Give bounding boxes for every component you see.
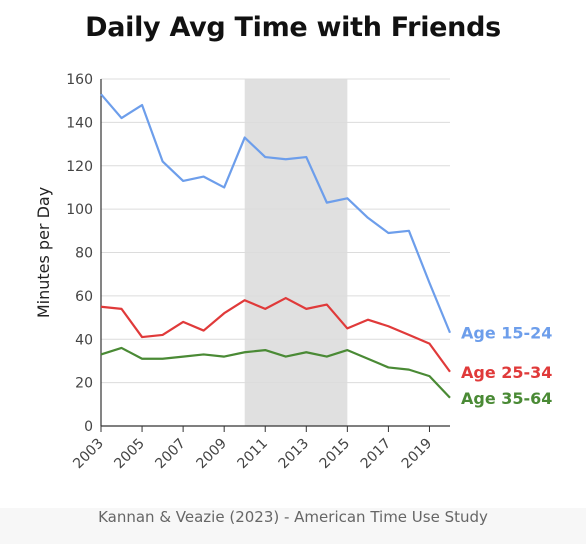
y-tick-label: 160 bbox=[66, 72, 93, 88]
y-tick-label: 80 bbox=[75, 246, 93, 262]
y-tick-label: 0 bbox=[84, 419, 93, 435]
x-tick-label: 2015 bbox=[317, 436, 354, 473]
x-tick-label: 2011 bbox=[235, 436, 272, 473]
x-tick-label: 2017 bbox=[358, 436, 395, 473]
x-tick-label: 2003 bbox=[70, 436, 107, 473]
chart-title: Daily Avg Time with Friends bbox=[85, 12, 501, 43]
y-tick-label: 120 bbox=[66, 159, 93, 175]
series-label: Age 35-64 bbox=[461, 389, 552, 408]
series-label: Age 25-34 bbox=[461, 363, 552, 382]
y-tick-label: 60 bbox=[75, 289, 93, 305]
series-label: Age 15-24 bbox=[461, 324, 552, 343]
series-line bbox=[100, 93, 452, 334]
x-tick-label: 2005 bbox=[111, 436, 148, 473]
x-tick-label: 2007 bbox=[152, 436, 189, 473]
x-tick-label: 2019 bbox=[399, 436, 436, 473]
y-tick-label: 20 bbox=[75, 376, 93, 392]
x-tick-label: 2009 bbox=[193, 436, 230, 473]
x-tick-label: 2013 bbox=[276, 436, 313, 473]
y-tick-label: 100 bbox=[66, 202, 93, 218]
source-caption: Kannan & Veazie (2023) - American Time U… bbox=[98, 508, 488, 526]
series-line bbox=[100, 346, 451, 399]
y-tick-label: 40 bbox=[75, 332, 93, 348]
y-axis-label: Minutes per Day bbox=[34, 187, 53, 318]
series-line bbox=[100, 296, 451, 373]
y-tick-label: 140 bbox=[66, 115, 93, 131]
footer-band bbox=[0, 508, 586, 544]
